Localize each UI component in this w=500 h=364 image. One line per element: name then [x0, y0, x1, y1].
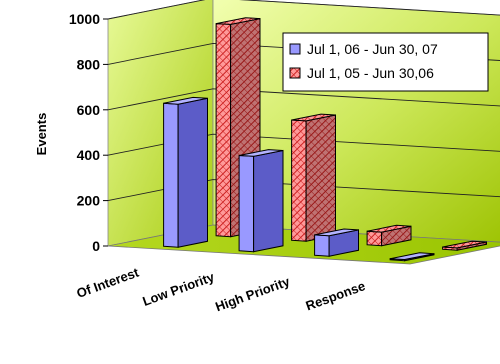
gridline — [107, 88, 500, 111]
y-tick-label: 600 — [77, 102, 101, 118]
legend-swatch — [289, 43, 301, 55]
x-category-label: Of Interest — [75, 264, 142, 301]
y-axis-ticks: 0 200 400 600 800 1000 — [69, 11, 108, 254]
bar-1-2 — [366, 224, 412, 247]
legend-entry: Jul 1, 06 - Jun 30, 07 — [307, 41, 438, 57]
y-tick-label: 0 — [92, 238, 100, 254]
legend-entry: Jul 1, 05 - Jun 30,06 — [307, 65, 434, 81]
gridline — [107, 133, 500, 156]
bar-0-1 — [238, 149, 284, 253]
y-tick-label: 800 — [77, 56, 101, 72]
y-tick-label: 200 — [77, 193, 101, 209]
legend: Jul 1, 06 - Jun 30, 07 Jul 1, 05 - Jun 30… — [282, 32, 489, 92]
bar-1-3 — [442, 240, 487, 251]
gridline — [107, 0, 500, 20]
legend-swatch — [289, 67, 301, 79]
bars-layer — [163, 17, 487, 262]
gridline — [107, 179, 500, 202]
y-axis-label: Events — [34, 113, 49, 156]
x-category-label: Low Priority — [141, 269, 217, 309]
bar-1-0 — [215, 17, 261, 238]
bar-0-3 — [389, 252, 435, 262]
x-category-label: Response — [304, 278, 368, 313]
y-tick-label: 1000 — [69, 11, 100, 27]
bar-1-1 — [291, 113, 336, 242]
legend-box — [282, 32, 489, 92]
bar-0-2 — [314, 228, 359, 257]
bar-0-0 — [163, 96, 208, 248]
x-category-label: High Priority — [213, 273, 292, 314]
y-tick-label: 400 — [77, 147, 101, 163]
